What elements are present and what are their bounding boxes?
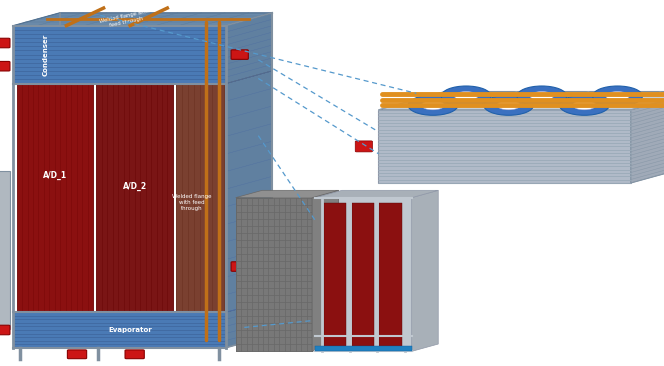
FancyBboxPatch shape: [67, 350, 86, 359]
Text: Condenser: Condenser: [42, 33, 48, 76]
FancyBboxPatch shape: [355, 141, 373, 152]
Ellipse shape: [408, 95, 457, 115]
Ellipse shape: [530, 92, 554, 101]
Polygon shape: [631, 92, 664, 183]
Polygon shape: [13, 312, 226, 348]
Polygon shape: [226, 71, 272, 312]
Polygon shape: [13, 13, 272, 26]
Polygon shape: [176, 83, 224, 312]
Text: Welded flange
with feed
through: Welded flange with feed through: [172, 194, 211, 211]
Ellipse shape: [517, 86, 566, 106]
Polygon shape: [315, 190, 438, 198]
Polygon shape: [378, 92, 664, 110]
Polygon shape: [96, 83, 173, 312]
Polygon shape: [315, 198, 412, 351]
Bar: [352, 203, 374, 346]
FancyBboxPatch shape: [125, 350, 144, 359]
Polygon shape: [236, 190, 339, 198]
Ellipse shape: [592, 86, 642, 106]
Ellipse shape: [483, 95, 533, 115]
Polygon shape: [378, 110, 631, 183]
Polygon shape: [226, 299, 272, 348]
Polygon shape: [226, 13, 272, 83]
Ellipse shape: [572, 101, 596, 110]
Ellipse shape: [454, 92, 477, 101]
Bar: [315, 346, 412, 351]
FancyBboxPatch shape: [0, 38, 10, 48]
FancyBboxPatch shape: [231, 262, 248, 271]
Text: A/D_1: A/D_1: [42, 171, 67, 180]
FancyBboxPatch shape: [0, 325, 10, 335]
Polygon shape: [312, 190, 339, 351]
Polygon shape: [236, 198, 312, 351]
Text: Evaporator: Evaporator: [108, 327, 152, 333]
Polygon shape: [412, 190, 438, 351]
Polygon shape: [17, 83, 93, 312]
Bar: [379, 203, 402, 346]
Polygon shape: [0, 171, 10, 329]
Ellipse shape: [559, 95, 609, 115]
Ellipse shape: [441, 86, 491, 106]
FancyBboxPatch shape: [0, 61, 10, 71]
Bar: [324, 203, 347, 346]
Ellipse shape: [497, 101, 520, 110]
Ellipse shape: [421, 101, 445, 110]
Text: Welded flange with
feed through: Welded flange with feed through: [99, 9, 151, 30]
Polygon shape: [13, 26, 226, 83]
FancyBboxPatch shape: [231, 50, 248, 59]
Ellipse shape: [606, 92, 629, 101]
Text: A/D_2: A/D_2: [123, 182, 147, 191]
